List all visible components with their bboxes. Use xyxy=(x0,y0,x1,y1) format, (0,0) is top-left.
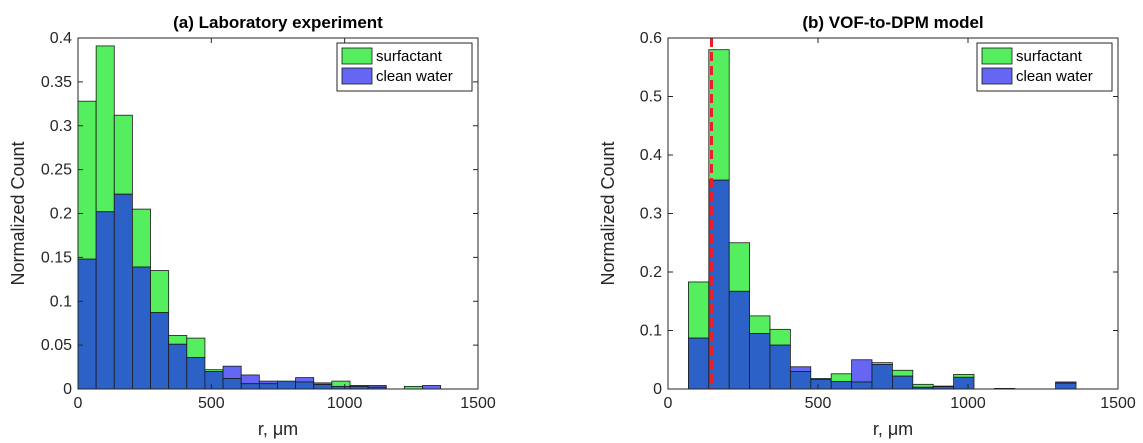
legend-label: clean water xyxy=(1016,68,1093,85)
y-tick-label: 0.4 xyxy=(50,30,72,47)
histogram-bar-overlap xyxy=(769,344,791,390)
legend: surfactant clean water xyxy=(976,42,1113,92)
histogram-bar xyxy=(953,373,975,378)
histogram-bar xyxy=(851,359,873,383)
x-tick-label: 1500 xyxy=(1100,395,1136,412)
y-tick-label: 0.15 xyxy=(41,249,72,266)
histogram-bar-overlap xyxy=(810,379,832,390)
y-tick-label: 0 xyxy=(63,381,72,398)
histogram-bar-overlap xyxy=(131,266,151,390)
histogram-bar-overlap xyxy=(113,193,133,390)
legend-label: surfactant xyxy=(1016,48,1083,65)
histogram-bar xyxy=(131,208,151,268)
y-tick-label: 0.3 xyxy=(50,118,72,135)
x-tick-label: 500 xyxy=(198,395,225,412)
histogram-bar xyxy=(331,380,351,387)
x-axis-label: r, μm xyxy=(873,419,913,439)
histogram-bar-overlap xyxy=(688,337,710,390)
histogram-bar-overlap xyxy=(728,290,751,390)
histogram-bar-overlap xyxy=(1055,382,1077,390)
histogram-bar xyxy=(240,374,260,385)
legend-swatch xyxy=(981,47,1013,65)
histogram-bar xyxy=(113,114,133,195)
legend: surfactant clean water xyxy=(336,42,473,92)
y-tick-label: 0.3 xyxy=(640,206,662,223)
x-tick-label: 0 xyxy=(664,395,673,412)
y-tick-label: 0.1 xyxy=(50,293,72,310)
legend-swatch xyxy=(341,47,373,65)
histogram-bar-overlap xyxy=(168,343,188,390)
histogram-bar xyxy=(892,369,914,377)
chart-title: (a) Laboratory experiment xyxy=(173,13,383,32)
y-axis-label: Normalized Count xyxy=(8,141,28,285)
legend-swatch xyxy=(341,67,373,85)
x-tick-label: 1500 xyxy=(460,395,496,412)
histogram-bar xyxy=(168,335,188,345)
histogram-bar xyxy=(912,383,934,388)
y-tick-label: 0.35 xyxy=(41,74,72,91)
panel-b: 0 500 1000 1500 0 0.1 0.2 0.3 0.4 0.5 0.6 r, μm Norm… xyxy=(598,13,1136,439)
histogram-bar xyxy=(222,365,242,379)
x-tick-label: 500 xyxy=(805,395,832,412)
chart-title: (b) VOF-to-DPM model xyxy=(802,13,983,32)
y-axis-label: Normalized Count xyxy=(598,141,618,285)
y-tick-label: 0.1 xyxy=(640,323,662,340)
histogram-bar xyxy=(749,315,771,334)
x-tick-label: 0 xyxy=(74,395,83,412)
histogram-bar-overlap xyxy=(277,380,297,390)
histogram-bar xyxy=(688,281,710,339)
histogram-bar-overlap xyxy=(204,371,224,390)
histogram-bar xyxy=(790,366,812,372)
histogram-bar xyxy=(422,385,442,390)
x-axis-label: r, μm xyxy=(258,419,298,439)
y-tick-label: 0.4 xyxy=(640,147,662,164)
y-tick-label: 0.2 xyxy=(50,206,72,223)
histogram-bar xyxy=(769,328,791,346)
histogram-bar-overlap xyxy=(892,375,914,390)
histogram-bar xyxy=(77,100,97,260)
histogram-bar-overlap xyxy=(851,381,873,390)
histogram-bar-overlap xyxy=(77,258,97,390)
x-tick-label: 1000 xyxy=(327,395,363,412)
histogram-bar-overlap xyxy=(830,380,853,390)
panel-a: 0 500 1000 1500 0 0.05 0.1 0.15 0.2 0.25 0.3 0.35 0.… xyxy=(8,13,496,439)
y-tick-label: 0.2 xyxy=(640,264,662,281)
histogram-bar-overlap xyxy=(313,384,333,390)
x-tick-label: 1000 xyxy=(950,395,986,412)
legend-swatch xyxy=(981,67,1013,85)
legend-label: clean water xyxy=(376,68,453,85)
y-tick-label: 0 xyxy=(653,381,662,398)
histogram-bar xyxy=(186,337,206,358)
y-tick-label: 0.05 xyxy=(41,337,72,354)
histogram-bar-overlap xyxy=(95,211,115,390)
histogram-bar-overlap xyxy=(150,312,170,390)
histogram-bar-overlap xyxy=(871,364,893,390)
histogram-bar xyxy=(150,270,170,314)
y-tick-label: 0.6 xyxy=(640,30,662,47)
histogram-bar-overlap xyxy=(953,376,975,390)
y-tick-label: 0.25 xyxy=(41,162,72,179)
histogram-bar xyxy=(95,45,115,213)
histogram-bar-overlap xyxy=(749,333,771,390)
histogram-bar-overlap xyxy=(258,383,278,390)
histogram-bar-overlap xyxy=(790,371,812,390)
histogram-bar xyxy=(728,242,751,292)
histogram-bar-overlap xyxy=(186,357,206,390)
histogram-bar xyxy=(295,377,315,383)
histogram-bar-overlap xyxy=(295,381,315,390)
y-tick-label: 0.5 xyxy=(640,89,662,106)
histogram-bar xyxy=(830,373,853,382)
legend-label: surfactant xyxy=(376,48,443,65)
histogram-bar-overlap xyxy=(240,383,260,390)
histogram-bar-overlap xyxy=(222,378,242,390)
